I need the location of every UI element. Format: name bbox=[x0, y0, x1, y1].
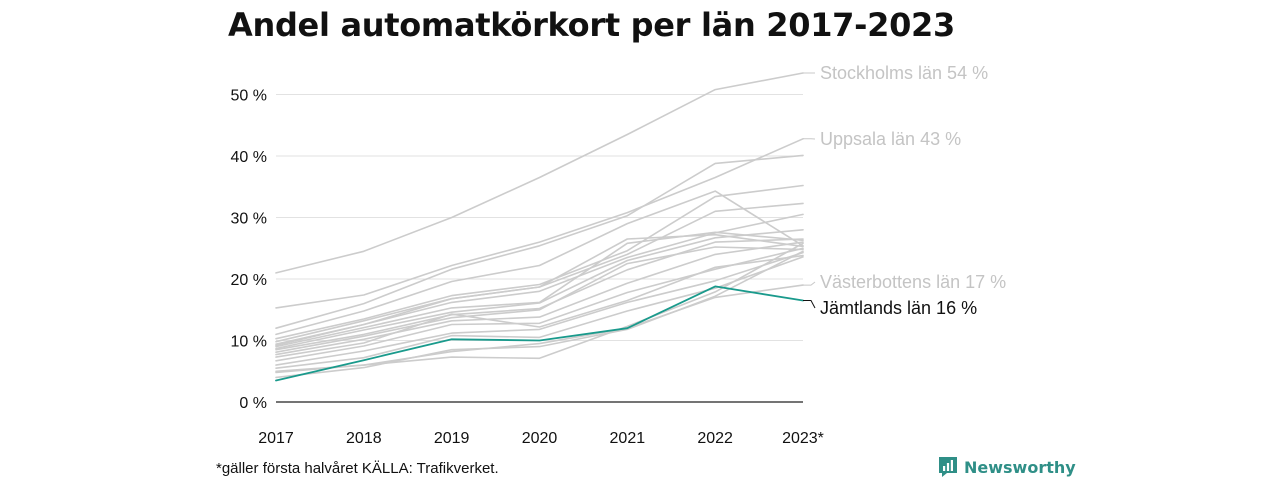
x-axis-tick-labels: 2017 2018 2019 2020 2021 2022 2023* bbox=[258, 430, 824, 447]
y-axis-tick-labels: 0 % 10 % 20 % 30 % 40 % 50 % bbox=[231, 88, 267, 413]
series-line-län-14 bbox=[275, 241, 804, 356]
series-line-län-16 bbox=[275, 247, 804, 362]
series-line-län-12 bbox=[275, 238, 804, 351]
highlighted-series-lines bbox=[275, 285, 804, 382]
series-end-label: Stockholms län 54 % bbox=[820, 63, 988, 83]
background-series-lines bbox=[275, 72, 804, 379]
x-tick-label: 2019 bbox=[434, 430, 470, 447]
series-line-län-15 bbox=[275, 254, 804, 358]
x-tick-label: 2023* bbox=[782, 430, 824, 447]
series-line-län-20 bbox=[275, 250, 804, 379]
label-connector bbox=[803, 281, 816, 286]
chart-title: Andel automatkörkort per län 2017-2023 bbox=[228, 6, 955, 44]
series-line-uppsala-län bbox=[275, 138, 804, 309]
x-tick-label: 2018 bbox=[346, 430, 382, 447]
newsworthy-logo-icon bbox=[939, 457, 957, 477]
x-tick-label: 2017 bbox=[258, 430, 294, 447]
y-tick-label: 20 % bbox=[231, 272, 267, 289]
y-tick-label: 30 % bbox=[231, 211, 267, 228]
series-line-län-19 bbox=[275, 242, 804, 374]
brand-name: Newsworthy bbox=[964, 457, 1076, 477]
label-connector bbox=[803, 300, 816, 309]
footnote-source: *gäller första halvåret KÄLLA: Trafikver… bbox=[216, 460, 499, 477]
series-line-län-5 bbox=[275, 154, 804, 330]
series-line-län-6 bbox=[275, 190, 804, 336]
series-line-län-21 bbox=[275, 233, 804, 347]
brand[interactable]: Newsworthy bbox=[938, 456, 1076, 478]
series-line-stockholms-län bbox=[275, 72, 804, 274]
y-tick-label: 10 % bbox=[231, 334, 267, 351]
series-end-label: Västerbottens län 17 % bbox=[820, 272, 1006, 292]
series-end-label: Uppsala län 43 % bbox=[820, 129, 961, 149]
y-tick-label: 40 % bbox=[231, 149, 267, 166]
series-line-län-13 bbox=[275, 246, 804, 354]
x-tick-label: 2021 bbox=[610, 430, 646, 447]
x-tick-label: 2022 bbox=[697, 430, 733, 447]
y-tick-label: 0 % bbox=[239, 395, 267, 412]
series-line-län-7 bbox=[275, 184, 804, 340]
grid-lines bbox=[276, 94, 803, 403]
series-end-labels: Stockholms län 54 % Uppsala län 43 % Väste… bbox=[803, 63, 1006, 318]
x-tick-label: 2020 bbox=[522, 430, 558, 447]
y-tick-label: 50 % bbox=[231, 88, 267, 105]
series-line-län-11 bbox=[275, 229, 804, 350]
series-line-län-18 bbox=[275, 256, 804, 370]
series-end-label: Jämtlands län 16 % bbox=[820, 298, 977, 318]
series-line-län-17 bbox=[275, 251, 804, 366]
series-line-jämtlands-län bbox=[275, 285, 804, 382]
